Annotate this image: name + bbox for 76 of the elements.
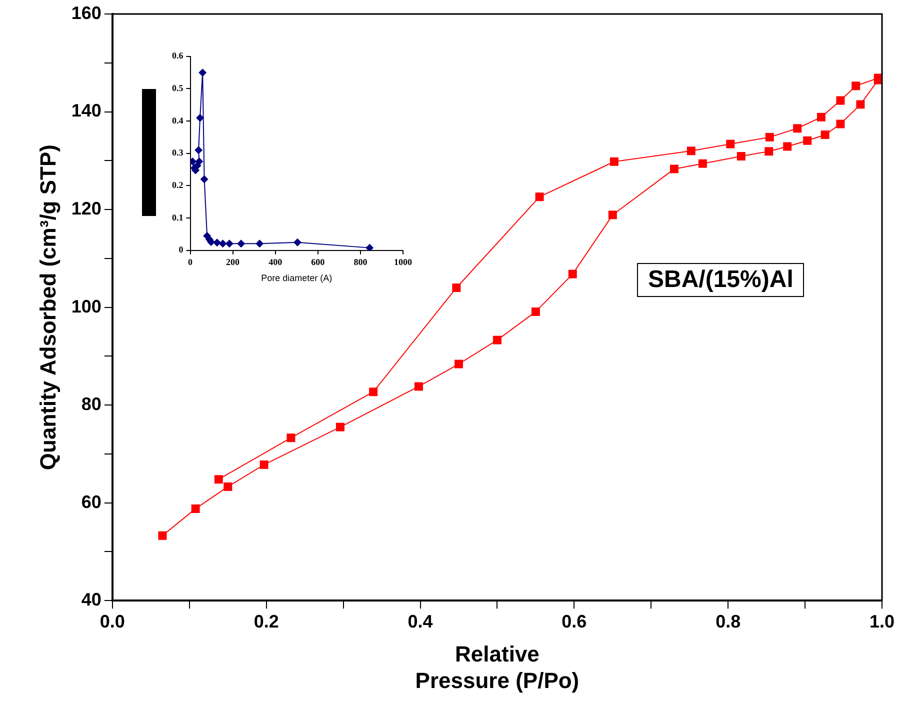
y-tick-label: 0.5 (172, 83, 184, 94)
point (218, 240, 227, 248)
y-tick-label: 160 (71, 2, 102, 23)
point (608, 210, 617, 220)
point (190, 157, 197, 166)
y-tick-label: 0.6 (172, 50, 184, 61)
point (260, 460, 268, 469)
point (698, 159, 707, 168)
x-tick-label: 0 (188, 257, 193, 268)
y-tick-label: 100 (71, 296, 102, 316)
point (237, 240, 246, 248)
point (816, 112, 826, 122)
point (366, 244, 374, 250)
point (726, 140, 735, 148)
point (198, 68, 207, 77)
point (293, 238, 302, 246)
y-axis-title: Quantity Adsorbed (cm³/g STP) (35, 144, 60, 470)
point (194, 146, 203, 154)
y-tick-label: 140 (71, 100, 102, 121)
point (286, 434, 296, 442)
point (836, 96, 845, 105)
point (200, 175, 208, 184)
point (686, 146, 696, 156)
point (414, 382, 423, 391)
point (803, 136, 812, 145)
point (492, 336, 502, 344)
y-tick-label: 0 (178, 244, 184, 255)
point (369, 388, 378, 396)
point (793, 124, 802, 133)
x-tick-label: 0.6 (562, 611, 587, 632)
x-tick-label: 0.2 (254, 611, 279, 632)
point (213, 238, 222, 247)
x-axis-title: Pore diameter (A) (261, 273, 332, 284)
point (610, 157, 618, 166)
point (225, 240, 234, 248)
point (568, 270, 577, 278)
y-tick-label: 80 (81, 394, 102, 414)
point (765, 132, 774, 142)
point (820, 130, 830, 139)
y-tick-label: 0.4 (172, 115, 184, 126)
point (764, 147, 774, 156)
point (195, 157, 204, 166)
point (783, 142, 792, 151)
x-tick-label: 800 (354, 257, 368, 268)
point (852, 82, 860, 90)
point (191, 504, 200, 513)
point (214, 475, 223, 484)
point (336, 422, 344, 432)
point (856, 100, 865, 109)
point (531, 307, 540, 316)
point (158, 531, 167, 540)
point (670, 164, 678, 174)
x-axis-title: Relative Pressure (P/Po) (415, 641, 580, 693)
x-tick-label: 0.8 (716, 611, 741, 632)
x-tick-label: 200 (226, 257, 240, 268)
point (836, 120, 845, 128)
annotation: SBA/(15%)Al (637, 263, 804, 297)
point (454, 360, 463, 368)
y-tick-label: 0.2 (172, 180, 184, 190)
y-tick-label: 40 (81, 590, 102, 610)
x-tick-label: 0.0 (100, 611, 125, 632)
y-tick-label: 0.3 (172, 148, 184, 158)
point (224, 482, 232, 491)
x-tick-label: 600 (311, 257, 326, 268)
point (452, 284, 461, 292)
x-tick-label: 1.0 (869, 611, 895, 632)
point (256, 240, 264, 248)
point (196, 114, 204, 122)
y-tick-label: 0.1 (172, 212, 184, 222)
x-tick-label: 1000 (394, 257, 412, 268)
point (535, 192, 544, 202)
point (736, 152, 746, 160)
x-tick-label: 400 (268, 257, 283, 268)
x-tick-label: 0.4 (408, 611, 433, 632)
y-tick-label: 120 (71, 198, 102, 218)
y-tick-label: 60 (81, 492, 102, 512)
